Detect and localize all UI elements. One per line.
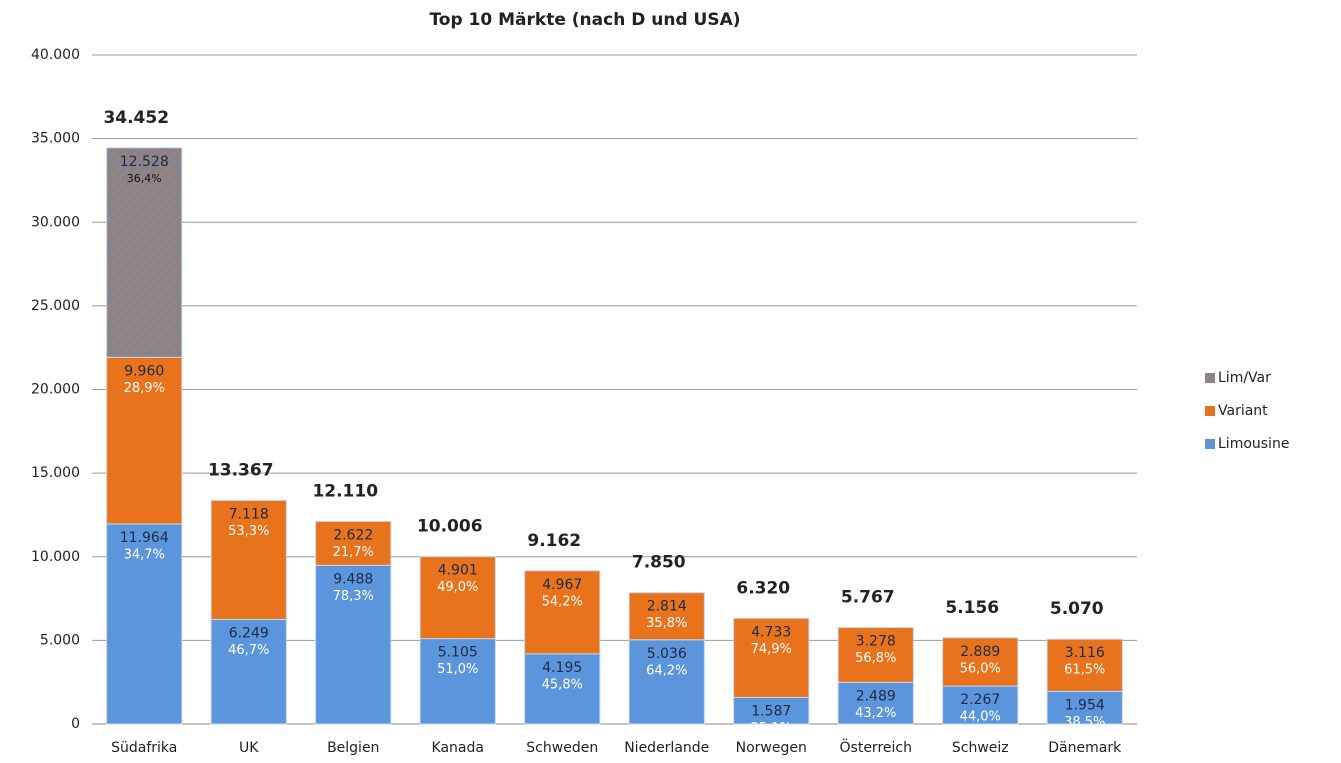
value-label: 6.249 [229,625,269,641]
share-label: 54,2% [542,594,583,609]
value-label: 9.488 [333,571,373,587]
bar-segment [1046,690,1123,725]
x-tick-label: Norwegen [736,740,807,756]
x-tick-label: Kanada [432,740,484,756]
y-tick-label: 0 [71,716,80,732]
share-label: 56,0% [960,661,1001,676]
total-label: 34.452 [103,108,169,128]
bar-segment [419,638,496,725]
value-label: 2.489 [856,688,896,704]
share-label: 36,4% [127,172,162,185]
value-label: 1.587 [751,703,791,719]
total-label: 13.367 [208,460,274,480]
value-label: 2.814 [647,599,687,615]
bar-segment [628,592,705,641]
total-label: 9.162 [527,531,581,551]
share-label: 61,5% [1064,663,1105,678]
value-label: 1.954 [1065,697,1105,713]
bar-segment [106,356,183,525]
value-label: 4.967 [542,577,582,593]
value-label: 11.964 [120,530,169,546]
bar-segment [524,653,601,725]
legend-label: Lim/Var [1218,370,1271,386]
bar-segment [942,637,1019,687]
share-label: 74,9% [751,642,792,657]
bar-segment [837,681,914,725]
bar-segment [524,570,601,655]
bar-segment [106,147,183,358]
value-label: 4.901 [438,563,478,579]
legend-label: Limousine [1218,436,1289,452]
value-label: 2.267 [960,692,1000,708]
share-label: 34,7% [124,547,165,562]
legend-swatch [1205,439,1215,449]
legend-label: Variant [1218,403,1268,419]
x-tick-label: Dänemark [1048,740,1122,756]
legend-swatch [1205,406,1215,416]
share-label: 78,3% [333,589,374,604]
total-label: 5.156 [945,598,999,618]
bar-segment [837,627,914,683]
chart-title: Top 10 Märkte (nach D und USA) [429,10,740,30]
share-label: 43,2% [855,706,896,721]
y-tick-label: 25.000 [31,298,80,314]
value-label: 4.195 [542,660,582,676]
x-tick-label: Südafrika [111,740,177,756]
y-tick-label: 30.000 [31,214,80,230]
y-tick-label: 35.000 [31,131,80,147]
total-label: 6.320 [736,578,790,598]
legend-swatch [1205,373,1215,383]
bar-segment [628,639,705,725]
share-label: 25,1% [751,721,792,736]
x-tick-label: UK [239,740,259,756]
x-tick-label: Niederlande [624,740,709,756]
value-label: 7.118 [229,506,269,522]
share-label: 44,0% [960,710,1001,725]
share-label: 21,7% [333,545,374,560]
total-label: 5.767 [841,588,895,608]
total-label: 10.006 [417,517,483,537]
total-label: 7.850 [632,553,686,573]
x-tick-label: Schweden [526,740,598,756]
share-label: 49,0% [437,580,478,595]
value-label: 3.278 [856,634,896,650]
share-label: 46,7% [228,643,269,658]
share-label: 35,8% [646,616,687,631]
value-label: 9.960 [124,363,164,379]
share-label: 51,0% [437,662,478,677]
x-tick-label: Österreich [840,738,912,756]
bar-segment [1046,638,1123,692]
value-label: 3.116 [1065,645,1105,661]
bar-segment [210,618,287,725]
value-label: 2.889 [960,644,1000,660]
share-label: 45,8% [542,677,583,692]
bar-segment [315,520,392,566]
value-label: 5.036 [647,646,687,662]
share-label: 64,2% [646,663,687,678]
bar-segment [315,564,392,725]
y-tick-label: 10.000 [31,549,80,565]
x-tick-label: Schweiz [952,740,1009,756]
bar-segment [210,499,287,620]
share-label: 56,8% [855,651,896,666]
share-label: 28,9% [124,381,165,396]
value-label: 12.528 [120,154,169,170]
x-tick-label: Belgien [327,740,379,756]
total-label: 12.110 [312,481,378,501]
share-label: 38,5% [1064,715,1105,730]
y-tick-label: 40.000 [31,47,80,63]
total-label: 5.070 [1050,599,1104,619]
y-tick-label: 20.000 [31,382,80,398]
value-label: 4.733 [751,624,791,640]
value-label: 5.105 [438,645,478,661]
y-tick-label: 5.000 [40,632,80,648]
share-label: 53,3% [228,524,269,539]
y-tick-label: 15.000 [31,465,80,481]
bar-segment [733,617,810,698]
value-label: 2.622 [333,527,373,543]
bar-segment [419,556,496,640]
